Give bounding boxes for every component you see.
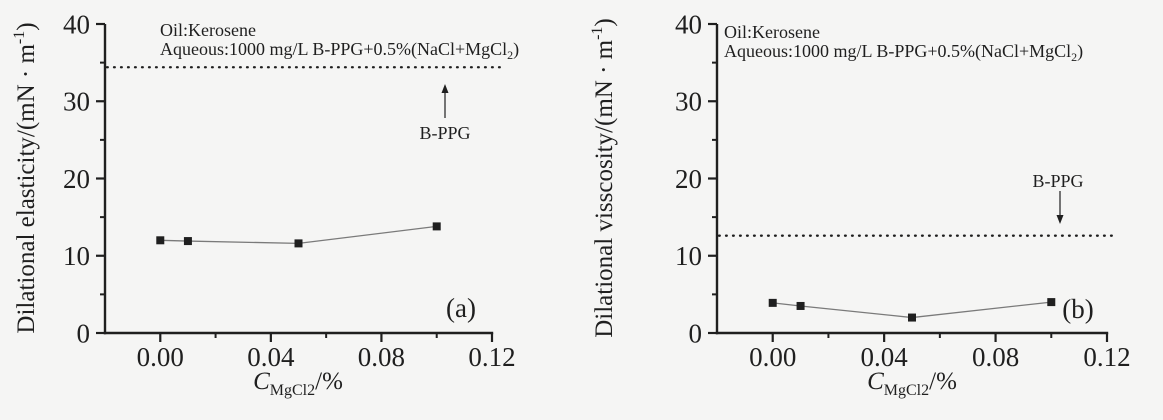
series-line xyxy=(772,301,1052,319)
square-marker xyxy=(183,237,192,246)
x-tick-label: 0.04 xyxy=(861,342,909,372)
x-tick-label: 0.12 xyxy=(468,342,515,372)
y-axis: 0 10 20 30 40 xyxy=(63,9,105,348)
square-marker xyxy=(768,298,777,307)
annotation-line1: Oil:Kerosene xyxy=(724,22,820,42)
chart-panel-b: 0 10 20 30 40 0.00 0.04 0.08 0.12 Dilational viss… xyxy=(589,9,1131,399)
x-axis-title: CMgCl2/% xyxy=(867,368,957,399)
bppg-arrow-head xyxy=(441,84,449,93)
y-tick-label: 10 xyxy=(63,241,90,271)
y-axis: 0 10 20 30 40 xyxy=(675,9,717,348)
y-tick-label: 40 xyxy=(63,9,90,39)
annotation-line2: Aqueous:1000 mg/L B-PPG+0.5%(NaCl+MgCl2) xyxy=(160,39,519,62)
panel-letter: (b) xyxy=(1062,294,1093,324)
y-tick-label: 30 xyxy=(63,87,90,117)
x-tick-label: 0.12 xyxy=(1083,342,1130,372)
y-tick-label: 20 xyxy=(675,164,702,194)
chart-panel-a: 0 10 20 30 40 0.00 0.04 0.08 0.12 Dilational elas… xyxy=(11,9,519,399)
bppg-label: B-PPG xyxy=(1032,171,1083,191)
y-tick-label: 0 xyxy=(77,318,91,348)
annotation-line1: Oil:Kerosene xyxy=(160,20,256,40)
panel-letter: (a) xyxy=(446,293,476,323)
data-series xyxy=(768,298,1056,322)
bppg-label: B-PPG xyxy=(419,123,470,143)
series-line xyxy=(160,225,437,245)
bppg-arrow-head xyxy=(1056,215,1064,224)
data-series xyxy=(156,222,441,248)
y-axis-title: Dilational visscosity/(mN · m-1) xyxy=(589,18,618,338)
x-axis-title: CMgCl2/% xyxy=(253,368,343,399)
y-tick-label: 40 xyxy=(675,9,702,39)
x-tick-label: 0.00 xyxy=(137,342,184,372)
square-marker xyxy=(294,239,303,248)
x-tick-label: 0.00 xyxy=(749,342,796,372)
square-marker xyxy=(908,313,916,322)
square-marker xyxy=(1047,298,1056,307)
y-tick-label: 0 xyxy=(689,318,703,348)
y-tick-label: 30 xyxy=(675,87,702,117)
x-axis: 0.00 0.04 0.08 0.12 xyxy=(749,333,1131,372)
square-marker xyxy=(432,222,441,231)
y-tick-label: 10 xyxy=(675,241,702,271)
x-axis: 0.00 0.04 0.08 0.12 xyxy=(137,333,516,372)
y-tick-label: 20 xyxy=(63,164,90,194)
x-tick-label: 0.08 xyxy=(972,342,1019,372)
annotation-line2: Aqueous:1000 mg/L B-PPG+0.5%(NaCl+MgCl2) xyxy=(724,41,1083,64)
bppg-annotation: B-PPG xyxy=(1032,171,1084,224)
x-tick-label: 0.08 xyxy=(358,342,405,372)
x-tick-label: 0.04 xyxy=(247,342,295,372)
bppg-annotation: B-PPG xyxy=(419,84,471,143)
square-marker xyxy=(156,236,165,245)
square-marker xyxy=(796,301,805,310)
y-axis-title: Dilational elasticity/(mN · m-1) xyxy=(11,22,40,333)
